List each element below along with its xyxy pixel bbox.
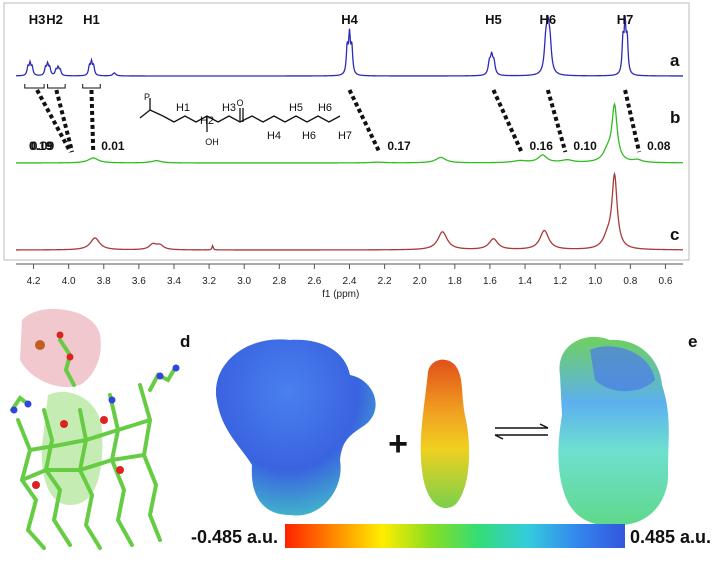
structure-h7: H7 bbox=[338, 130, 352, 142]
structure-h1: H1 bbox=[176, 102, 190, 114]
shift-dash bbox=[545, 89, 568, 153]
x-tick-label: 3.2 bbox=[202, 276, 216, 287]
shift-annotations: H3 H2 H1 H4 H5 H6 H70.190.09 0.01 0.17 0.16 0.10 0.… bbox=[24, 12, 671, 153]
structure-backbone bbox=[162, 115, 341, 123]
x-tick-label: 1.2 bbox=[553, 276, 567, 287]
proton-label: H2 bbox=[46, 12, 63, 27]
structure-h5: H5 bbox=[289, 102, 303, 114]
shift-label: 0.09 bbox=[31, 139, 55, 153]
shift-dash bbox=[89, 89, 96, 153]
shift-label: 0.19 bbox=[29, 139, 53, 153]
panel-label-d: d bbox=[180, 332, 190, 351]
x-tick-label: 2.6 bbox=[307, 276, 321, 287]
shift-label: 0.16 bbox=[530, 139, 554, 153]
complex-blue-region bbox=[590, 346, 655, 392]
proton-label: H4 bbox=[341, 12, 358, 27]
structure-bond-p bbox=[149, 109, 164, 117]
structure-labels: P O OH H1 H2 H3 H4 H5 H6 H6 H7 bbox=[144, 92, 352, 147]
shift-dash bbox=[623, 89, 642, 153]
multiplet-bracket bbox=[24, 84, 45, 89]
spectra-frame bbox=[3, 2, 690, 261]
proton-label: H1 bbox=[83, 12, 100, 27]
structure-h2: H2 bbox=[200, 115, 214, 127]
structure-h4: H4 bbox=[267, 130, 281, 142]
x-tick-label: 1.6 bbox=[483, 276, 497, 287]
x-tick-label: 0.8 bbox=[623, 276, 637, 287]
x-tick-label: 2.4 bbox=[343, 276, 357, 287]
proton-label: H5 bbox=[485, 12, 502, 27]
proton-label: H6 bbox=[540, 12, 557, 27]
x-tick-label: 2.2 bbox=[378, 276, 392, 287]
shift-label: 0.10 bbox=[573, 139, 597, 153]
plus-operator: + bbox=[388, 425, 408, 463]
x-tick-label: 3.6 bbox=[132, 276, 146, 287]
host-sticks bbox=[10, 338, 177, 550]
x-tick-label: 0.6 bbox=[658, 276, 672, 287]
x-tick-label: 4.2 bbox=[27, 276, 41, 287]
proton-label: H7 bbox=[617, 12, 634, 27]
x-tick-label: 2.0 bbox=[413, 276, 427, 287]
panel-e-surfaces bbox=[215, 336, 669, 526]
structure-bond-po2 bbox=[139, 109, 151, 119]
shift-label: 0.08 bbox=[647, 139, 671, 153]
x-axis-title: f1 (ppm) bbox=[322, 289, 359, 300]
multiplet-bracket bbox=[47, 84, 66, 89]
shift-label: 0.17 bbox=[387, 139, 411, 153]
ppm-axis: 4.2 4.0 3.8 3.6 3.4 3.2 3.0 2.8 2.6 2.4 2.2 2.0 1.8 1… bbox=[16, 263, 683, 300]
structure-oh: OH bbox=[205, 137, 219, 147]
series-label-b: b bbox=[670, 108, 680, 127]
structure-h6a: H6 bbox=[302, 130, 316, 142]
spectrum-line-c bbox=[16, 171, 684, 251]
host-surface bbox=[215, 339, 376, 516]
structure-atom-p: P bbox=[144, 92, 150, 102]
guest-surface bbox=[20, 308, 101, 388]
shift-dash bbox=[35, 89, 73, 153]
x-tick-label: 2.8 bbox=[272, 276, 286, 287]
proton-label: H3 bbox=[29, 12, 46, 27]
spectrum-line-b bbox=[16, 102, 683, 164]
x-tick-label: 3.8 bbox=[97, 276, 111, 287]
spectra bbox=[15, 14, 684, 251]
colorbar bbox=[285, 524, 625, 548]
oxygen-atoms bbox=[32, 331, 124, 489]
spectrum-line-a bbox=[15, 14, 683, 77]
x-tick-label: 1.8 bbox=[448, 276, 462, 287]
shift-dash bbox=[347, 89, 382, 153]
phosphorus-atom bbox=[35, 340, 45, 350]
series-label-a: a bbox=[670, 51, 680, 70]
equilibrium-arrows bbox=[494, 423, 549, 440]
shift-label: 0.01 bbox=[101, 139, 125, 153]
guest-molecule-surface bbox=[420, 359, 470, 509]
x-tick-label: 1.0 bbox=[588, 276, 602, 287]
shift-dash bbox=[54, 89, 75, 153]
colorbar-min-label: -0.485 a.u. bbox=[191, 527, 278, 547]
series-label-c: c bbox=[670, 225, 679, 244]
x-tick-label: 3.0 bbox=[237, 276, 251, 287]
structure-h6b: H6 bbox=[318, 102, 332, 114]
structure-atom-o: O bbox=[236, 98, 243, 108]
panel-d-model bbox=[10, 308, 180, 550]
panel-label-e: e bbox=[688, 332, 697, 351]
guest-structure bbox=[139, 98, 341, 132]
structure-h3: H3 bbox=[222, 102, 236, 114]
shift-dash bbox=[491, 89, 524, 153]
x-tick-label: 4.0 bbox=[62, 276, 76, 287]
x-tick-label: 1.4 bbox=[518, 276, 532, 287]
colorbar-max-label: 0.485 a.u. bbox=[630, 527, 711, 547]
x-tick-label: 3.4 bbox=[167, 276, 181, 287]
multiplet-bracket bbox=[82, 84, 101, 89]
cavity-surface bbox=[41, 391, 103, 505]
nitrogen-atoms bbox=[10, 364, 180, 414]
